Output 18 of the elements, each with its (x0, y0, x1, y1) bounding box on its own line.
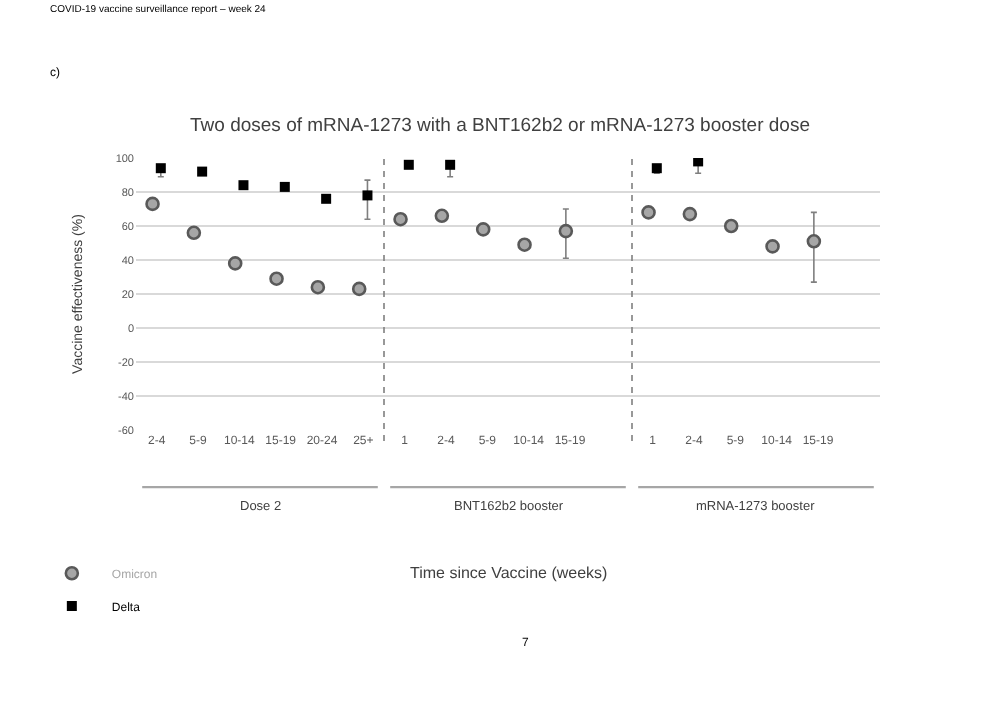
point (765, 239, 780, 254)
point (351, 281, 367, 297)
point (393, 211, 408, 227)
chart-title: Two doses of mRNA-1273 with a BNT162b2 or mRNA-1273 booster dose (190, 114, 810, 137)
point (227, 256, 243, 271)
point (558, 223, 574, 239)
point (682, 206, 698, 222)
point (434, 208, 450, 224)
point (517, 237, 532, 252)
point (145, 196, 160, 212)
point (186, 225, 202, 241)
text: Time since Vaccine (weeks) (410, 564, 609, 582)
point (806, 234, 822, 249)
point (475, 222, 491, 237)
point (641, 205, 656, 220)
point (310, 279, 326, 295)
point (723, 218, 739, 234)
point (269, 271, 284, 286)
